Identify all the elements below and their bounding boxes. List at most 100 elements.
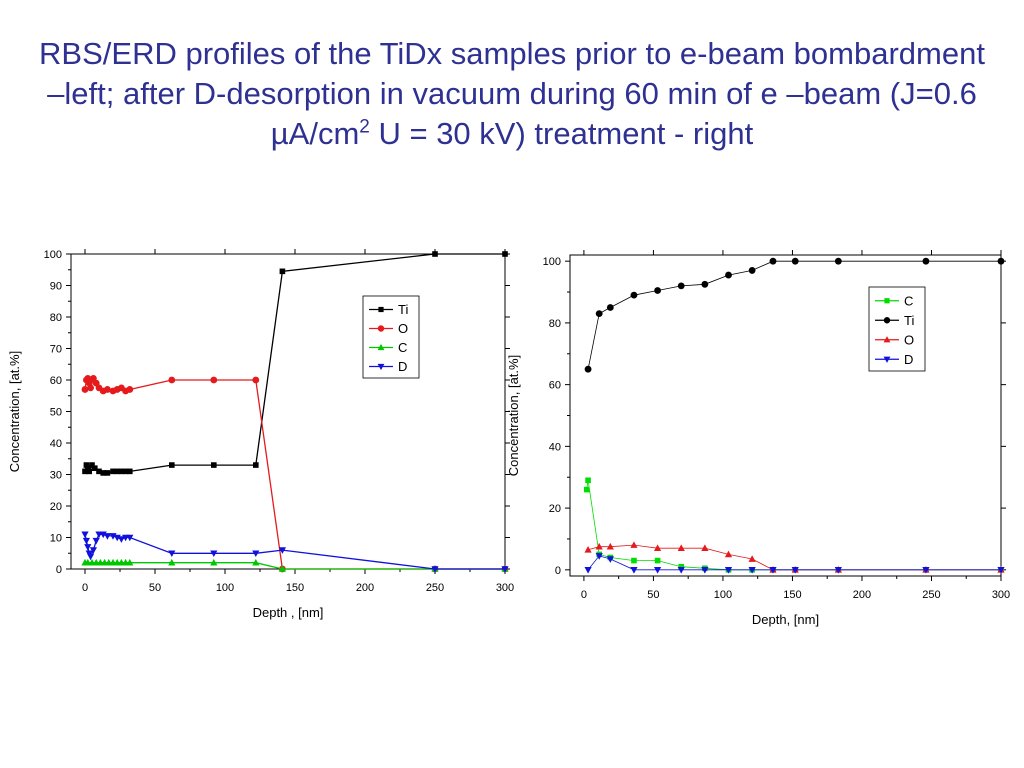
data-point-ti xyxy=(606,304,614,311)
x-tick-label: 250 xyxy=(426,582,444,594)
data-point-ti xyxy=(725,271,732,279)
plot-frame xyxy=(569,254,1002,577)
x-tick-label: 0 xyxy=(581,589,587,601)
data-point-d xyxy=(606,556,614,563)
data-point-ti xyxy=(122,468,129,475)
y-tick-label: 60 xyxy=(50,375,62,387)
slide-title-text-end: U = 30 kV) treatment - right xyxy=(369,116,754,151)
data-point-ti xyxy=(432,251,438,257)
data-point-d xyxy=(724,567,733,574)
data-point-ti xyxy=(110,468,116,475)
x-tick-label: 200 xyxy=(356,582,374,594)
data-point-d xyxy=(89,547,97,554)
data-point-ti xyxy=(89,462,95,468)
data-point-d xyxy=(82,537,90,545)
data-point-d xyxy=(92,537,100,545)
data-point-d xyxy=(748,567,756,574)
data-point-d xyxy=(84,544,92,551)
data-point-d xyxy=(278,547,286,554)
data-point-ti xyxy=(701,280,709,288)
y-tick-label: 10 xyxy=(50,533,62,545)
data-point-o xyxy=(210,376,218,384)
x-tick-label: 100 xyxy=(216,582,234,594)
data-point-ti xyxy=(92,465,98,471)
data-point-ti xyxy=(118,468,125,475)
data-point-d xyxy=(87,553,95,561)
y-tick-label: 100 xyxy=(44,249,62,261)
data-point-ti xyxy=(834,257,842,265)
data-point-d xyxy=(769,567,777,574)
data-point-o xyxy=(701,544,709,552)
y-tick-label: 40 xyxy=(50,438,62,450)
series-d xyxy=(81,531,509,573)
x-axis-title: Depth, [nm] xyxy=(752,612,819,627)
data-point-d xyxy=(997,567,1005,574)
y-tick-label: 40 xyxy=(549,441,561,453)
data-point-ti xyxy=(211,462,217,468)
legend-label-o: O xyxy=(398,321,408,336)
data-point-ti xyxy=(104,470,111,476)
data-point-c xyxy=(585,477,591,484)
data-point-ti xyxy=(997,257,1005,265)
y-tick-label: 0 xyxy=(56,564,62,576)
y-axis-title: Concentration, [at.%] xyxy=(506,355,521,476)
x-tick-label: 150 xyxy=(286,582,304,594)
data-point-o xyxy=(595,542,603,550)
data-point-ti xyxy=(769,257,777,265)
data-point-o xyxy=(653,544,662,552)
data-point-d xyxy=(117,536,125,543)
legend-label-c: C xyxy=(398,340,407,355)
data-point-ti xyxy=(630,291,638,299)
y-tick-label: 80 xyxy=(549,318,561,330)
y-axis-title: Concentration, [at.%] xyxy=(7,351,22,472)
y-tick-label: 80 xyxy=(50,312,62,324)
legend-marker-o xyxy=(883,336,891,343)
legend: C Ti OD xyxy=(868,286,926,372)
data-point-o xyxy=(724,550,733,558)
data-point-ti xyxy=(85,465,91,471)
data-point-d xyxy=(791,567,799,574)
data-point-d xyxy=(168,550,176,558)
y-tick-label: 60 xyxy=(549,380,561,392)
data-point-o xyxy=(104,386,111,393)
data-point-ti xyxy=(100,470,106,476)
data-point-c xyxy=(210,558,218,566)
data-point-o xyxy=(630,541,638,548)
x-axis-title: Depth , [nm] xyxy=(253,605,324,620)
data-point-o xyxy=(87,384,94,392)
series-ti xyxy=(584,257,1005,373)
data-point-d xyxy=(431,566,439,573)
series-line-d xyxy=(587,555,1001,571)
legend-marker-d xyxy=(883,356,891,363)
x-tick-label: 50 xyxy=(647,589,659,601)
data-point-c xyxy=(631,557,637,564)
y-tick-label: 70 xyxy=(50,344,62,356)
x-tick-label: 300 xyxy=(496,582,514,594)
data-point-c xyxy=(654,557,661,564)
data-point-ti xyxy=(595,310,603,318)
legend-label-c: C xyxy=(904,293,913,308)
data-point-c xyxy=(583,486,590,493)
legend-marker-d xyxy=(377,363,385,371)
slide-title-text: RBS/ERD profiles of the TiDx samples pri… xyxy=(39,36,985,151)
data-point-o xyxy=(126,386,134,393)
data-point-c xyxy=(252,558,260,566)
legend-marker-o xyxy=(377,325,385,332)
data-point-ti xyxy=(96,468,102,475)
data-point-ti xyxy=(791,257,799,265)
slide-title-superscript: 2 xyxy=(359,116,370,138)
data-point-d xyxy=(252,550,260,558)
legend-box xyxy=(868,286,926,372)
data-point-ti xyxy=(127,468,133,475)
legend-label-ti: Ti xyxy=(398,302,408,317)
data-point-o xyxy=(81,386,89,393)
legend-label-ti: Ti xyxy=(904,313,914,328)
data-point-d xyxy=(922,567,930,574)
data-point-d xyxy=(501,566,509,573)
data-point-d xyxy=(834,567,842,574)
data-point-ti xyxy=(82,468,88,475)
data-point-d xyxy=(630,567,638,574)
data-point-ti xyxy=(502,251,508,257)
data-point-o xyxy=(168,376,176,384)
